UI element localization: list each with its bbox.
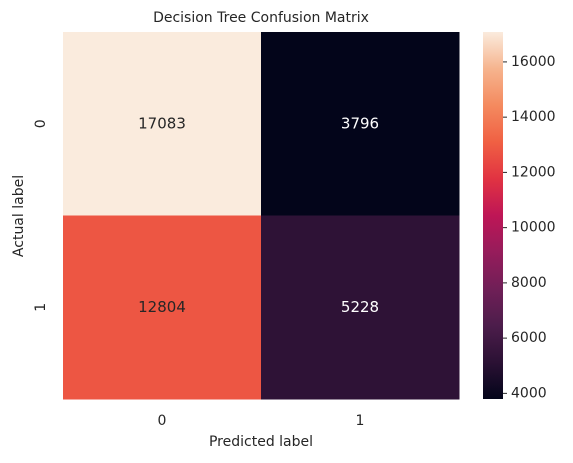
colorbar xyxy=(483,32,503,399)
chart-title: Decision Tree Confusion Matrix xyxy=(153,10,369,26)
x-tick-label: 1 xyxy=(356,413,365,429)
colorbar-tick-label: 14000 xyxy=(511,109,556,125)
y-tick-label: 1 xyxy=(33,303,49,312)
y-axis-label: Actual label xyxy=(11,175,27,257)
cell-label: 17083 xyxy=(138,114,186,132)
cell-label: 12804 xyxy=(138,298,186,316)
x-axis-label: Predicted label xyxy=(209,434,313,450)
heatmap-cell xyxy=(63,215,262,400)
heatmap-cell xyxy=(63,32,262,216)
colorbar-tick-label: 16000 xyxy=(511,54,556,70)
heatmap-cell xyxy=(261,215,460,400)
colorbar-tick-label: 4000 xyxy=(511,385,547,401)
cell-label: 3796 xyxy=(341,114,379,132)
colorbar-tick-label: 12000 xyxy=(511,164,556,180)
x-tick-label: 0 xyxy=(158,413,167,429)
y-tick-label: 0 xyxy=(33,119,49,128)
heatmap-cell xyxy=(261,32,460,216)
colorbar-tick-label: 8000 xyxy=(511,275,547,291)
colorbar-tick-label: 10000 xyxy=(511,220,556,236)
colorbar-tick-label: 6000 xyxy=(511,330,547,346)
cell-label: 5228 xyxy=(341,298,379,316)
